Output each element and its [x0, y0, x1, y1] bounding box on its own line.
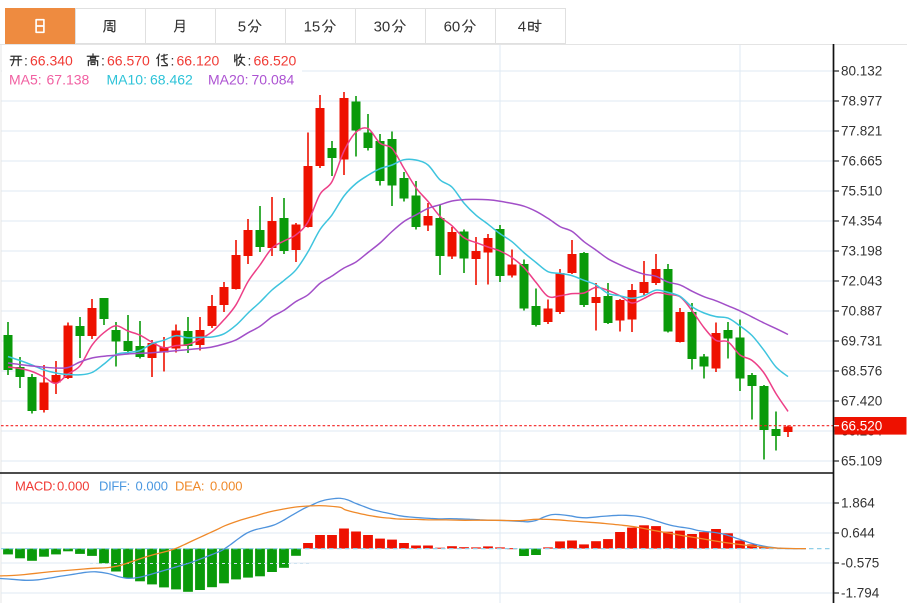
svg-text::: : [24, 53, 28, 69]
svg-text:1.864: 1.864 [841, 496, 875, 511]
svg-text:-0.575: -0.575 [841, 556, 879, 571]
svg-text:69.731: 69.731 [841, 334, 882, 349]
svg-text:67.138: 67.138 [47, 72, 90, 88]
svg-text:76.665: 76.665 [841, 154, 882, 169]
svg-text:66.520: 66.520 [254, 53, 297, 69]
svg-text:5: 5 [238, 19, 246, 36]
svg-text:15: 15 [304, 19, 321, 36]
svg-text:MA10:: MA10: [107, 72, 147, 88]
svg-text:30: 30 [374, 19, 391, 36]
svg-text:68.576: 68.576 [841, 364, 882, 379]
svg-text:66.340: 66.340 [30, 53, 73, 69]
svg-text:68.462: 68.462 [150, 72, 193, 88]
svg-text:-1.794: -1.794 [841, 586, 880, 601]
svg-text:74.354: 74.354 [841, 214, 883, 229]
svg-text:70.084: 70.084 [252, 72, 295, 88]
svg-text:70.887: 70.887 [841, 304, 882, 319]
svg-text:65.109: 65.109 [841, 454, 882, 469]
svg-text::: : [171, 53, 175, 69]
svg-text:73.198: 73.198 [841, 244, 882, 259]
svg-text::: : [101, 53, 105, 69]
svg-text:0.000: 0.000 [57, 479, 90, 494]
svg-text::: : [248, 53, 252, 69]
svg-text:60: 60 [444, 19, 461, 36]
svg-text:0.644: 0.644 [841, 526, 875, 541]
svg-text:75.510: 75.510 [841, 184, 882, 199]
svg-text:DEA:: DEA: [175, 479, 204, 494]
svg-text:0.000: 0.000 [136, 479, 169, 494]
svg-text:67.420: 67.420 [841, 394, 882, 409]
svg-text:77.821: 77.821 [841, 124, 882, 139]
svg-text:80.132: 80.132 [841, 64, 882, 79]
svg-text:DIFF:: DIFF: [99, 479, 130, 494]
svg-text:66.520: 66.520 [841, 419, 882, 434]
svg-text:0.000: 0.000 [210, 479, 243, 494]
svg-text:66.120: 66.120 [177, 53, 220, 69]
svg-text:78.977: 78.977 [841, 94, 882, 109]
svg-text:MA20:: MA20: [208, 72, 248, 88]
svg-text:MACD:: MACD: [15, 479, 55, 494]
svg-text:72.043: 72.043 [841, 274, 882, 289]
svg-text:MA5:: MA5: [9, 72, 42, 88]
svg-text:66.570: 66.570 [107, 53, 150, 69]
svg-text:4: 4 [518, 19, 526, 36]
